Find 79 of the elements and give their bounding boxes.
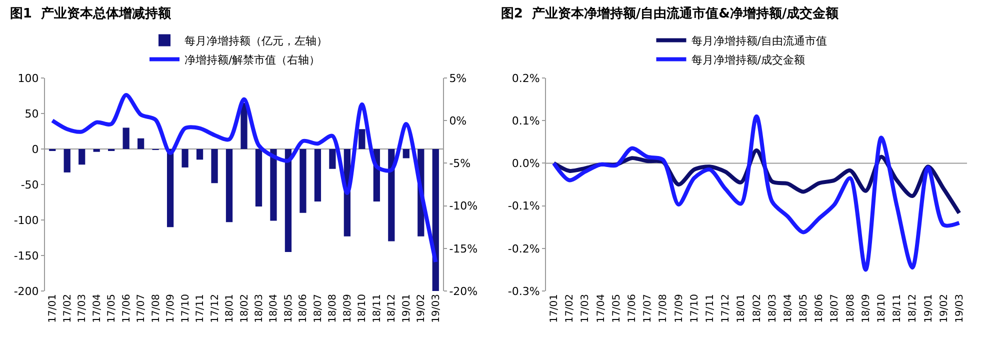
y-tick-label: 0.0% (512, 157, 540, 170)
x-tick-label: 17/09 (166, 294, 177, 323)
x-tick-label: 17/11 (195, 294, 206, 323)
x-tick-label: 17/05 (611, 294, 622, 323)
x-tick-label: 18/08 (328, 294, 339, 323)
x-tick-label: 18/06 (814, 294, 826, 323)
x-tick-label: 17/01 (549, 294, 560, 323)
x-tick-label: 17/06 (627, 294, 638, 323)
legend-label: 每月净增持额（亿元，左轴） (184, 34, 328, 48)
x-tick-label: 17/04 (92, 294, 103, 323)
legend-label: 净增持额/解禁市值（右轴） (184, 54, 320, 67)
x-tick-label: 18/06 (298, 294, 310, 323)
x-tick-label: 18/05 (798, 294, 810, 323)
y2-tick-label: -20% (449, 284, 478, 298)
y-tick-label: 0.2% (512, 72, 540, 85)
y-tick-label: 0 (32, 142, 39, 156)
x-tick-label: 19/02 (938, 294, 950, 323)
x-tick-label: 18/10 (876, 294, 888, 323)
x-tick-label: 17/04 (596, 294, 607, 323)
x-tick-label: 18/11 (892, 294, 904, 323)
x-tick-label: 18/08 (845, 294, 856, 323)
x-tick-label: 18/09 (342, 294, 354, 323)
x-tick-label: 17/06 (121, 294, 132, 323)
y-tick-label: -150 (14, 249, 39, 262)
y2-tick-label: -15% (449, 242, 478, 256)
y-tick-label: 100 (18, 72, 39, 85)
x-tick-label: 18/12 (908, 294, 919, 323)
x-tick-label: 18/02 (239, 294, 250, 323)
x-tick-label: 19/03 (954, 294, 966, 323)
x-tick-label: 18/05 (283, 294, 294, 323)
x-tick-label: 18/03 (767, 294, 778, 323)
y2-tick-label: 0% (449, 114, 467, 128)
x-tick-label: 18/07 (312, 294, 324, 323)
y-tick-label: -0.3% (508, 284, 540, 298)
chart-title: 图2 产业资本净增持额/自由流通市值&净增持额/成交金额 (500, 6, 840, 22)
x-tick-label: 17/08 (150, 294, 162, 323)
x-tick-label: 17/12 (720, 294, 732, 323)
x-tick-label: 17/10 (689, 294, 700, 323)
legend-label: 每月净增持额/成交金额 (691, 54, 805, 67)
x-tick-label: 18/11 (372, 294, 383, 323)
x-tick-label: 17/03 (580, 294, 592, 323)
legend-label: 每月净增持额/自由流通市值 (691, 34, 827, 48)
x-tick-label: 18/01 (224, 294, 236, 323)
y-tick-label: -50 (20, 178, 39, 192)
x-tick-label: 17/03 (77, 294, 88, 323)
y-tick-label: -0.1% (508, 200, 540, 213)
x-tick-label: 18/12 (386, 294, 398, 323)
x-tick-label: 17/08 (658, 294, 670, 323)
chart-title: 图1 产业资本总体增减持额 (10, 6, 172, 22)
x-tick-label: 18/04 (782, 294, 794, 323)
x-tick-label: 17/07 (642, 294, 654, 323)
y-tick-label: -100 (14, 214, 39, 227)
x-tick-label: 17/02 (564, 294, 576, 323)
x-tick-label: 18/02 (752, 294, 763, 323)
x-tick-label: 17/02 (62, 294, 74, 323)
x-tick-label: 17/09 (674, 294, 685, 323)
x-tick-label: 17/12 (210, 294, 221, 323)
y2-tick-label: 5% (449, 72, 467, 85)
x-tick-label: 18/03 (254, 294, 265, 323)
x-tick-label: 19/03 (430, 294, 442, 323)
x-tick-label: 18/07 (830, 294, 841, 323)
y-tick-label: -0.2% (508, 242, 540, 256)
x-tick-label: 17/11 (704, 294, 716, 323)
x-tick-label: 17/01 (48, 294, 59, 323)
x-tick-label: 17/05 (106, 294, 118, 323)
y-tick-label: -200 (14, 284, 39, 298)
x-tick-label: 18/09 (860, 294, 872, 323)
y2-tick-label: -5% (449, 157, 471, 170)
y2-tick-label: -10% (449, 200, 478, 213)
x-tick-label: 17/10 (180, 294, 192, 323)
y-tick-label: 0.1% (512, 114, 540, 128)
x-tick-label: 18/01 (736, 294, 748, 323)
y-tick-label: 50 (24, 107, 39, 120)
x-tick-label: 18/10 (357, 294, 368, 323)
x-tick-label: 18/04 (268, 294, 280, 323)
x-tick-label: 17/07 (136, 294, 148, 323)
x-tick-label: 19/01 (401, 294, 412, 323)
x-tick-label: 19/02 (416, 294, 428, 323)
x-tick-label: 19/01 (923, 294, 934, 323)
